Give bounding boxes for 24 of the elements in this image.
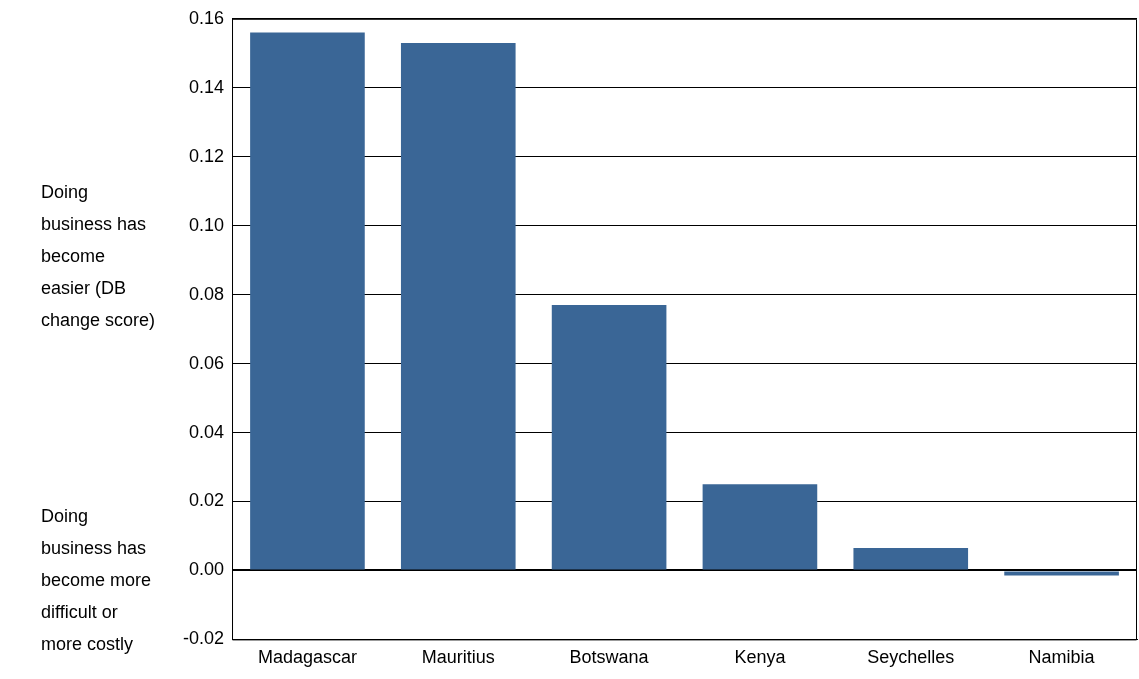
y-tick-label: 0.10 (188, 214, 225, 235)
y-tick-label: 0.16 (188, 7, 225, 28)
y-tick-label: 0.12 (188, 145, 225, 166)
y-tick-label: 0.02 (188, 490, 225, 511)
text: Doing business has become easier (DB change score) (41, 181, 157, 332)
x-tick-label: Kenya (734, 647, 787, 668)
bar (400, 42, 516, 570)
x-tick-label: Madagascar (257, 647, 357, 668)
x-tick-label: Namibia (1028, 647, 1096, 668)
bar (551, 304, 667, 570)
text: Doing business has become more difficult or more costly (41, 505, 153, 656)
x-tick-label: Seychelles (867, 647, 955, 668)
bar (702, 484, 818, 570)
y-tick-label: 0.14 (188, 76, 225, 97)
x-tick-label: Mauritius (421, 647, 495, 668)
bar (250, 32, 365, 570)
y-tick-label: 0.08 (188, 283, 225, 304)
x-tick-label: Botswana (569, 647, 650, 668)
y-tick-label: 0.06 (188, 352, 225, 373)
y-tick-label: 0.04 (188, 421, 225, 442)
bar (853, 548, 969, 570)
bar (1004, 571, 1119, 576)
y-tick-label: -0.02 (183, 628, 225, 649)
y-tick-label: 0.00 (188, 559, 225, 580)
